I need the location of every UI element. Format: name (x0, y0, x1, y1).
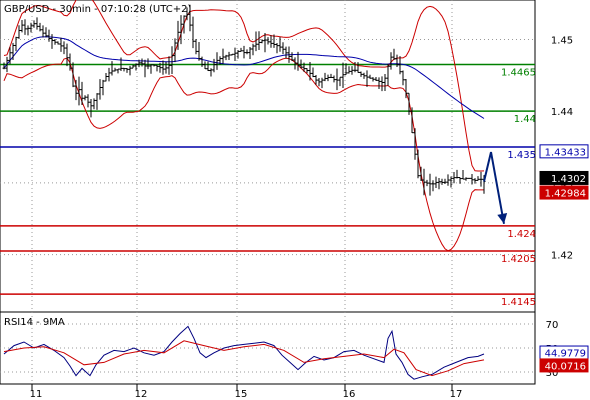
rsi-tick-label: 70 (546, 320, 559, 331)
bollinger-lower-band (3, 57, 484, 252)
price-tag: 1.42984 (545, 189, 586, 200)
price-bars (2, 4, 486, 196)
rsi-title: RSI14 - 9MA (4, 317, 65, 328)
level-label: 1.424 (507, 229, 536, 240)
price-tag-box (539, 144, 589, 159)
rsi-tag: 40.0716 (545, 361, 586, 372)
forecast-line (483, 151, 505, 224)
level-label: 1.44 (514, 114, 536, 125)
rsi-tag-box (539, 358, 589, 373)
time-tick-label: 16 (343, 389, 356, 400)
time-tick-label: 15 (235, 389, 248, 400)
rsi-panel-frame (0, 311, 536, 385)
price-tag: 1.43433 (545, 147, 586, 158)
price-tick-label: 1.45 (551, 35, 573, 46)
level-label: 1.4465 (501, 68, 536, 79)
level-label: 1.435 (507, 150, 536, 161)
bollinger-upper-band (3, 0, 485, 172)
price-tick-label: 1.42 (551, 251, 573, 262)
price-tag-box (539, 170, 589, 185)
time-tick-label: 12 (135, 389, 148, 400)
moving-average-line (3, 36, 485, 119)
level-label: 1.4145 (501, 297, 536, 308)
price-tick-label: 1.44 (551, 107, 573, 118)
rsi-tag: 44.9779 (545, 349, 586, 360)
rsi-line (3, 325, 485, 380)
level-label: 1.4205 (501, 254, 536, 265)
time-tick-label: 17 (450, 389, 463, 400)
time-tick-label: 11 (30, 389, 43, 400)
time-axis: 11 12 15 16 17 (30, 384, 463, 400)
rsi-ma-line (3, 340, 485, 377)
forecast-arrow (483, 151, 508, 224)
horizontal-levels: 1.4465 1.44 1.435 1.424 1.4205 1.4145 (0, 63, 536, 308)
price-tag-box (539, 185, 589, 200)
chart-title: GBP/USD - 30min - 07:10:28 (UTC+2) (4, 4, 191, 15)
price-tag: 1.4302 (551, 174, 586, 185)
forecast-arrowhead (497, 213, 508, 224)
rsi-tick-label: 30 (546, 368, 559, 379)
